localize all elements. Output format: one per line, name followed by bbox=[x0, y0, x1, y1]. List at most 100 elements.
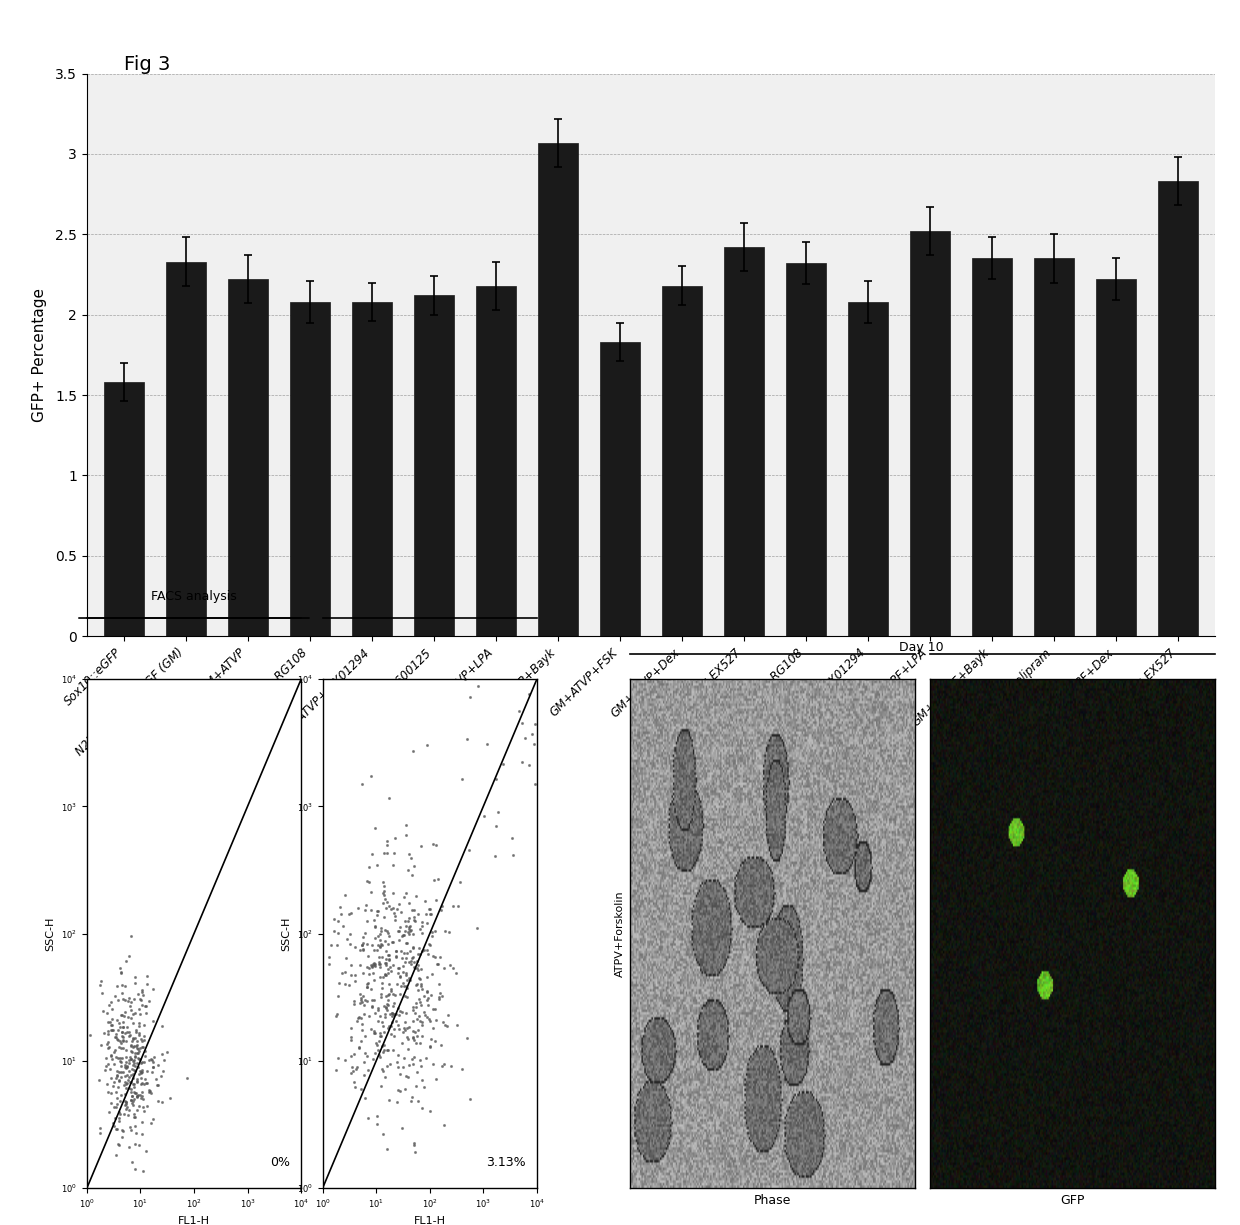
Point bbox=[392, 926, 412, 946]
Point bbox=[95, 1049, 115, 1068]
Point bbox=[97, 1034, 117, 1053]
Point bbox=[379, 984, 399, 1003]
Point bbox=[105, 1028, 125, 1047]
Point bbox=[100, 1046, 120, 1066]
Point bbox=[427, 835, 446, 855]
Point bbox=[351, 993, 371, 1013]
Point bbox=[371, 1076, 391, 1095]
Point bbox=[397, 916, 417, 936]
Point bbox=[126, 1087, 146, 1106]
Point bbox=[362, 957, 382, 976]
Point bbox=[136, 967, 156, 986]
Point bbox=[365, 1022, 384, 1041]
Point bbox=[112, 1006, 131, 1025]
Point bbox=[112, 1121, 131, 1140]
Bar bbox=[290, 301, 330, 636]
Point bbox=[126, 1042, 146, 1062]
Point bbox=[91, 1123, 110, 1143]
Point bbox=[398, 910, 418, 930]
Point bbox=[374, 965, 394, 985]
Point bbox=[367, 855, 387, 875]
Point bbox=[124, 1078, 144, 1098]
Point bbox=[403, 1022, 423, 1041]
Point bbox=[397, 979, 417, 998]
Point bbox=[120, 1090, 140, 1110]
Point bbox=[134, 1074, 154, 1094]
Point bbox=[108, 1061, 128, 1080]
Point bbox=[113, 975, 133, 995]
Point bbox=[366, 1033, 386, 1052]
Point bbox=[353, 963, 373, 982]
Point bbox=[392, 948, 412, 968]
Point bbox=[123, 1038, 143, 1057]
Point bbox=[371, 1027, 391, 1046]
Bar bbox=[910, 232, 950, 636]
Point bbox=[355, 1066, 374, 1085]
Point bbox=[113, 1031, 133, 1051]
Point bbox=[374, 1003, 394, 1023]
Point bbox=[398, 1030, 418, 1050]
Point bbox=[102, 1049, 122, 1068]
Point bbox=[367, 1035, 387, 1055]
Point bbox=[361, 956, 381, 975]
Point bbox=[92, 982, 112, 1002]
Point bbox=[413, 980, 433, 1000]
Point bbox=[388, 1014, 408, 1034]
Point bbox=[331, 904, 351, 924]
Point bbox=[129, 1136, 149, 1155]
Point bbox=[357, 1046, 377, 1066]
Point bbox=[383, 984, 403, 1003]
Point bbox=[392, 1033, 412, 1052]
Point bbox=[376, 956, 396, 975]
Point bbox=[120, 1047, 140, 1067]
Point bbox=[128, 1054, 148, 1073]
Point bbox=[381, 979, 401, 998]
Point bbox=[382, 962, 402, 981]
Bar bbox=[104, 382, 144, 636]
Point bbox=[136, 1073, 156, 1093]
Bar bbox=[600, 342, 640, 636]
Point bbox=[376, 953, 396, 973]
Point bbox=[392, 1118, 412, 1138]
Point bbox=[523, 734, 543, 753]
Point bbox=[518, 755, 538, 774]
Point bbox=[408, 1009, 428, 1029]
Point bbox=[131, 1054, 151, 1073]
Point bbox=[335, 1051, 355, 1071]
Point bbox=[119, 1138, 139, 1158]
Point bbox=[131, 1062, 151, 1082]
Point bbox=[368, 1040, 388, 1060]
Point bbox=[418, 968, 438, 987]
Point bbox=[115, 1057, 135, 1077]
Point bbox=[376, 965, 396, 985]
Point bbox=[91, 1035, 110, 1055]
Point bbox=[398, 860, 418, 880]
Point bbox=[410, 969, 430, 989]
Point bbox=[108, 1020, 128, 1040]
Point bbox=[129, 1017, 149, 1036]
Point bbox=[440, 954, 460, 974]
Point bbox=[131, 1029, 151, 1049]
Point bbox=[429, 987, 449, 1007]
Point bbox=[125, 1046, 145, 1066]
Point bbox=[348, 1007, 368, 1027]
Point bbox=[113, 1012, 133, 1031]
Point bbox=[119, 1067, 139, 1087]
Point bbox=[122, 1042, 141, 1062]
Point bbox=[381, 1016, 401, 1035]
Point bbox=[343, 1061, 363, 1080]
Point bbox=[98, 1038, 118, 1057]
Point bbox=[377, 835, 397, 855]
Point bbox=[113, 1027, 133, 1046]
Point bbox=[383, 932, 403, 952]
Point bbox=[388, 921, 408, 941]
Point bbox=[100, 1020, 120, 1040]
Point bbox=[128, 1087, 148, 1106]
Point bbox=[110, 959, 130, 979]
Point bbox=[384, 1004, 404, 1024]
Bar bbox=[724, 247, 764, 636]
Point bbox=[104, 1073, 124, 1093]
Point bbox=[382, 1003, 402, 1023]
Point bbox=[388, 921, 408, 941]
Point bbox=[417, 913, 436, 932]
